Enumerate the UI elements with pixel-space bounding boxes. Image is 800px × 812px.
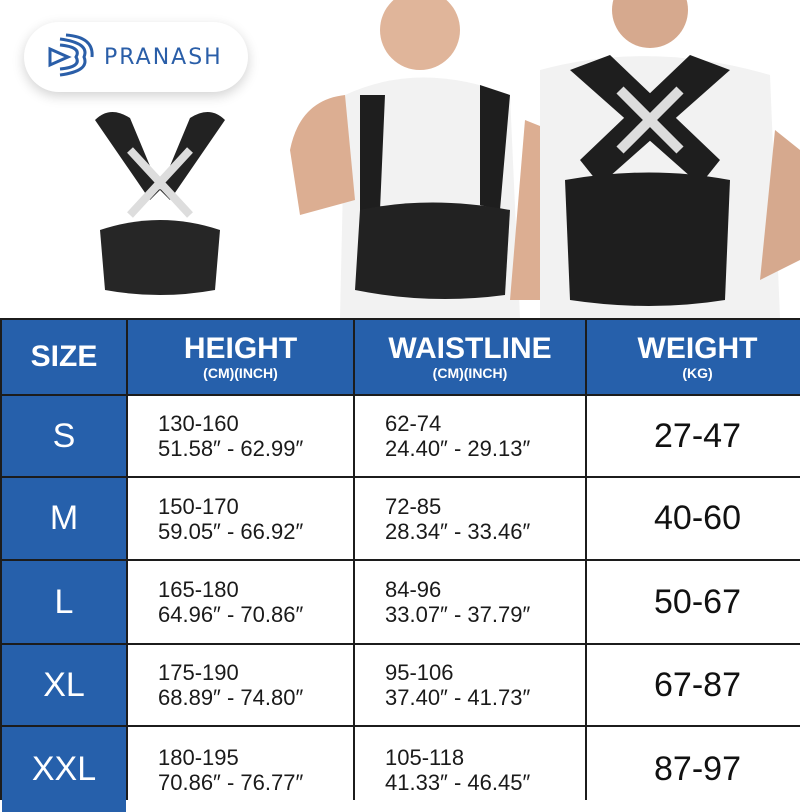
brand-wave-icon — [48, 33, 94, 77]
size-cell: M — [2, 478, 126, 559]
waist-inch: 24.40″ - 29.13″ — [385, 436, 531, 461]
waist-cm: 72-85 — [385, 493, 442, 519]
waist-cm: 105-118 — [385, 744, 465, 770]
size-cell: L — [2, 561, 126, 643]
height-cm: 180-195 — [158, 744, 239, 770]
height-cell: 150-170 59.05″ - 66.92″ — [128, 478, 353, 559]
weight-cell: 87-97 — [587, 727, 800, 812]
header-waistline: WAISTLINE (CM)(INCH) — [355, 320, 585, 394]
product-photo: PRANASH — [0, 0, 800, 318]
height-inch: 59.05″ - 66.92″ — [158, 518, 304, 544]
height-cm: 165-180 — [158, 577, 239, 602]
waist-cell: 84-96 33.07″ - 37.79″ — [355, 561, 585, 643]
waist-inch: 37.40″ - 41.73″ — [385, 685, 531, 710]
front-model — [290, 0, 550, 318]
height-cm: 130-160 — [158, 411, 239, 436]
size-label: S — [52, 416, 76, 455]
height-inch: 64.96″ - 70.86″ — [158, 602, 304, 627]
height-inch: 70.86″ - 76.77″ — [158, 769, 304, 795]
waist-cm: 84-96 — [385, 577, 442, 602]
weight-kg: 50-67 — [654, 582, 741, 621]
weight-cell: 50-67 — [587, 561, 800, 643]
waist-inch: 33.07″ - 37.79″ — [385, 602, 531, 627]
size-cell: S — [2, 396, 126, 476]
height-cell: 165-180 64.96″ - 70.86″ — [128, 561, 353, 643]
weight-cell: 40-60 — [587, 478, 800, 559]
waist-inch: 28.34″ - 33.46″ — [385, 518, 531, 544]
size-label: M — [49, 499, 79, 537]
header-unit: (KG) — [682, 365, 713, 381]
weight-cell: 27-47 — [587, 396, 800, 476]
header-height: HEIGHT (CM)(INCH) — [128, 320, 353, 394]
weight-kg: 67-87 — [654, 665, 741, 704]
weight-kg: 87-97 — [654, 750, 741, 788]
size-cell: XXL — [2, 727, 126, 812]
height-inch: 51.58″ - 62.99″ — [158, 436, 304, 461]
waist-inch: 41.33″ - 46.45″ — [385, 769, 531, 795]
header-label: SIZE — [30, 340, 98, 373]
waist-cell: 105-118 41.33″ - 46.45″ — [355, 727, 585, 812]
size-chart-table: SIZE HEIGHT (CM)(INCH) WAISTLINE (CM)(INCH… — [0, 318, 800, 812]
waist-cell: 62-74 24.40″ - 29.13″ — [355, 396, 585, 476]
brand-logo: PRANASH — [24, 22, 248, 92]
header-weight: WEIGHT (KG) — [587, 320, 800, 394]
header-unit: (CM)(INCH) — [203, 365, 278, 381]
waist-cell: 72-85 28.34″ - 33.46″ — [355, 478, 585, 559]
size-label: XL — [43, 665, 85, 704]
height-cell: 130-160 51.58″ - 62.99″ — [128, 396, 353, 476]
weight-cell: 67-87 — [587, 645, 800, 725]
waist-cm: 62-74 — [385, 411, 442, 436]
height-inch: 68.89″ - 74.80″ — [158, 685, 304, 710]
height-cell: 180-195 70.86″ - 76.77″ — [128, 727, 353, 812]
height-cm: 175-190 — [158, 660, 239, 685]
header-label: HEIGHT — [183, 332, 298, 365]
weight-kg: 27-47 — [654, 416, 741, 455]
brand-name: PRANASH — [104, 44, 223, 70]
header-size: SIZE — [2, 320, 126, 394]
waist-cell: 95-106 37.40″ - 41.73″ — [355, 645, 585, 725]
header-unit: (CM)(INCH) — [432, 365, 508, 381]
brace-product-image — [95, 111, 225, 295]
height-cell: 175-190 68.89″ - 74.80″ — [128, 645, 353, 725]
header-label: WEIGHT — [637, 332, 758, 365]
back-model — [540, 0, 800, 318]
size-cell: XL — [2, 645, 126, 725]
header-label: WAISTLINE — [388, 332, 552, 365]
waist-cm: 95-106 — [385, 660, 454, 685]
weight-kg: 40-60 — [654, 499, 741, 537]
size-label: L — [54, 582, 74, 621]
size-label: XXL — [31, 750, 97, 788]
height-cm: 150-170 — [158, 493, 239, 519]
posture-brace-illustration — [95, 0, 800, 318]
